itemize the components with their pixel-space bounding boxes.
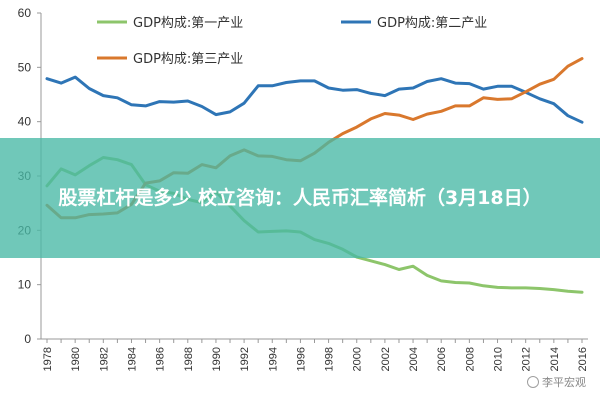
y-tick-label: 0 xyxy=(24,332,31,346)
x-tick-label: 1988 xyxy=(183,347,195,371)
chart-legend: GDP构成:第一产业 GDP构成:第二产业 GDP构成:第三产业 xyxy=(97,16,487,67)
x-tick-label: 1998 xyxy=(324,347,336,371)
x-tick-label: 2014 xyxy=(549,347,561,371)
x-tick-label: 2012 xyxy=(521,347,533,371)
x-tick-label: 1994 xyxy=(267,347,279,371)
legend-label-2: GDP构成:第二产业 xyxy=(377,16,487,31)
x-tick-label: 1984 xyxy=(126,347,138,371)
headline-banner[interactable]: 股票杠杆是多少 校立咨询：人民币汇率简析（3月18日） xyxy=(0,138,600,258)
x-tick-label: 2000 xyxy=(352,347,364,371)
x-tick-label: 1986 xyxy=(155,347,167,371)
x-tick-label: 1982 xyxy=(98,347,110,371)
x-tick-label: 2008 xyxy=(464,347,476,371)
y-tick-label: 60 xyxy=(18,6,32,20)
watermark-text: 李平宏观 xyxy=(542,376,586,389)
wechat-icon xyxy=(527,376,539,388)
x-tick-label: 2010 xyxy=(493,347,505,371)
x-tick-label: 1996 xyxy=(295,347,307,371)
y-tick-label: 50 xyxy=(18,60,32,74)
x-tick-label: 2016 xyxy=(577,347,589,371)
y-tick-label: 40 xyxy=(18,115,32,129)
legend-label-1: GDP构成:第一产业 xyxy=(133,16,243,31)
headline-title[interactable]: 股票杠杆是多少 校立咨询：人民币汇率简析（3月18日） xyxy=(58,187,542,209)
x-tick-label: 2006 xyxy=(436,347,448,371)
x-tick-label: 2002 xyxy=(380,347,392,371)
x-tick-label: 1978 xyxy=(42,347,54,371)
x-tick-label: 2004 xyxy=(408,347,420,371)
series-line-2 xyxy=(45,75,584,124)
watermark: 李平宏观 xyxy=(527,374,586,390)
x-tick-label: 1992 xyxy=(239,347,251,371)
x-tick-label: 1990 xyxy=(211,347,223,371)
x-tick-label: 1980 xyxy=(70,347,82,371)
legend-label-3: GDP构成:第三产业 xyxy=(133,52,243,67)
y-tick-label: 10 xyxy=(18,278,32,292)
